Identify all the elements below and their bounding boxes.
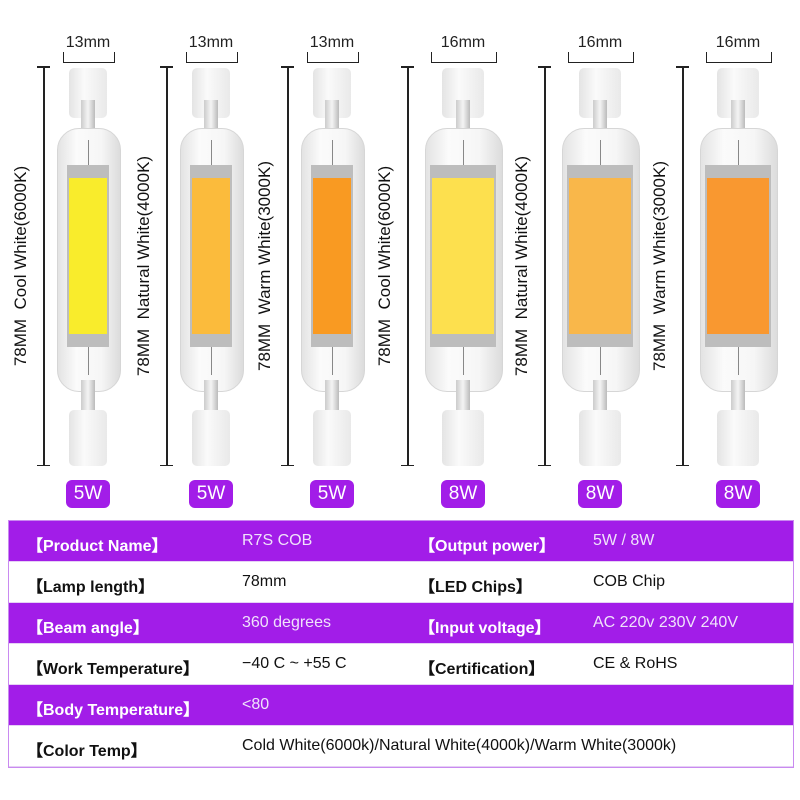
power-badge: 8W bbox=[441, 480, 485, 508]
power-badge: 5W bbox=[189, 480, 233, 508]
spec-value: Cold White(6000k)/Natural White(4000k)/W… bbox=[242, 737, 677, 754]
width-dimension-line bbox=[63, 52, 115, 63]
power-badge: 8W bbox=[716, 480, 760, 508]
spec-label: 【Body Temperature】 bbox=[27, 702, 200, 719]
length-label: 78MM Cool White(6000K) bbox=[375, 165, 394, 367]
spec-value: −40 C ~ +55 C bbox=[242, 655, 347, 672]
spec-label: 【LED Chips】 bbox=[419, 579, 532, 596]
spec-value: 5W / 8W bbox=[593, 532, 655, 549]
spec-value: COB Chip bbox=[593, 573, 666, 590]
length-label: 78MM Warm White(3000K) bbox=[650, 160, 669, 372]
spec-label: 【Beam angle】 bbox=[27, 620, 149, 637]
length-dimension-line bbox=[38, 66, 49, 466]
led-chip bbox=[192, 178, 230, 334]
width-label: 16mm bbox=[440, 34, 486, 51]
length-label: 78MM Warm White(3000K) bbox=[255, 160, 274, 372]
spec-label: 【Color Temp】 bbox=[27, 743, 147, 760]
width-dimension-line bbox=[568, 52, 634, 63]
length-dimension-line bbox=[282, 66, 293, 466]
lamp-cap-bottom bbox=[69, 410, 107, 466]
spec-label: 【Certification】 bbox=[419, 661, 545, 678]
led-chip bbox=[69, 178, 107, 334]
length-label: 78MM Natural White(4000K) bbox=[512, 155, 531, 377]
width-label: 13mm bbox=[65, 34, 111, 51]
width-label: 16mm bbox=[577, 34, 623, 51]
width-dimension-line bbox=[431, 52, 497, 63]
spec-row: 【Beam angle】 360 degrees 【Input voltage】 AC… bbox=[9, 603, 793, 643]
lamp-cap-bottom bbox=[579, 410, 621, 466]
spec-value: AC 220v 230V 240V bbox=[593, 614, 738, 631]
spec-label: 【Output power】 bbox=[419, 538, 555, 555]
length-dimension-line bbox=[539, 66, 550, 466]
spec-value: 360 degrees bbox=[242, 614, 331, 631]
spec-row: 【Product Name】 R7S COB 【Output power】 5W / … bbox=[9, 521, 793, 561]
width-label: 13mm bbox=[309, 34, 355, 51]
length-label: 78MM Natural White(4000K) bbox=[134, 155, 153, 377]
width-dimension-line bbox=[307, 52, 359, 63]
spec-row: 【Color Temp】 Cold White(6000k)/Natural Wh… bbox=[9, 725, 793, 767]
width-dimension-line bbox=[186, 52, 238, 63]
spec-row: 【Lamp length】 78mm 【LED Chips】 COB Chip bbox=[9, 561, 793, 603]
spec-label: 【Input voltage】 bbox=[419, 620, 551, 637]
spec-row: 【Body Temperature】 <80 bbox=[9, 685, 793, 725]
spec-value: R7S COB bbox=[242, 532, 313, 549]
width-label: 16mm bbox=[715, 34, 761, 51]
power-badge: 8W bbox=[578, 480, 622, 508]
length-label: 78MM Cool White(6000K) bbox=[11, 165, 30, 367]
width-dimension-line bbox=[706, 52, 772, 63]
spec-row: 【Work Temperature】 −40 C ~ +55 C 【Certific… bbox=[9, 643, 793, 685]
power-badge: 5W bbox=[66, 480, 110, 508]
led-chip bbox=[313, 178, 351, 334]
spec-label: 【Lamp length】 bbox=[27, 579, 155, 596]
length-dimension-line bbox=[402, 66, 413, 466]
power-badge: 5W bbox=[310, 480, 354, 508]
lamp-cap-bottom bbox=[442, 410, 484, 466]
led-chip bbox=[569, 178, 631, 334]
spec-table: 【Product Name】 R7S COB 【Output power】 5W / … bbox=[8, 520, 794, 768]
length-dimension-line bbox=[677, 66, 688, 466]
width-label: 13mm bbox=[188, 34, 234, 51]
led-chip bbox=[432, 178, 494, 334]
led-chip bbox=[707, 178, 769, 334]
lamp-cap-bottom bbox=[313, 410, 351, 466]
lamp-cap-bottom bbox=[717, 410, 759, 466]
spec-label: 【Product Name】 bbox=[27, 538, 168, 555]
length-dimension-line bbox=[161, 66, 172, 466]
spec-value: CE & RoHS bbox=[593, 655, 678, 672]
spec-value: 78mm bbox=[242, 573, 287, 590]
spec-label: 【Work Temperature】 bbox=[27, 661, 199, 678]
lamp-cap-bottom bbox=[192, 410, 230, 466]
spec-value: <80 bbox=[242, 696, 270, 713]
